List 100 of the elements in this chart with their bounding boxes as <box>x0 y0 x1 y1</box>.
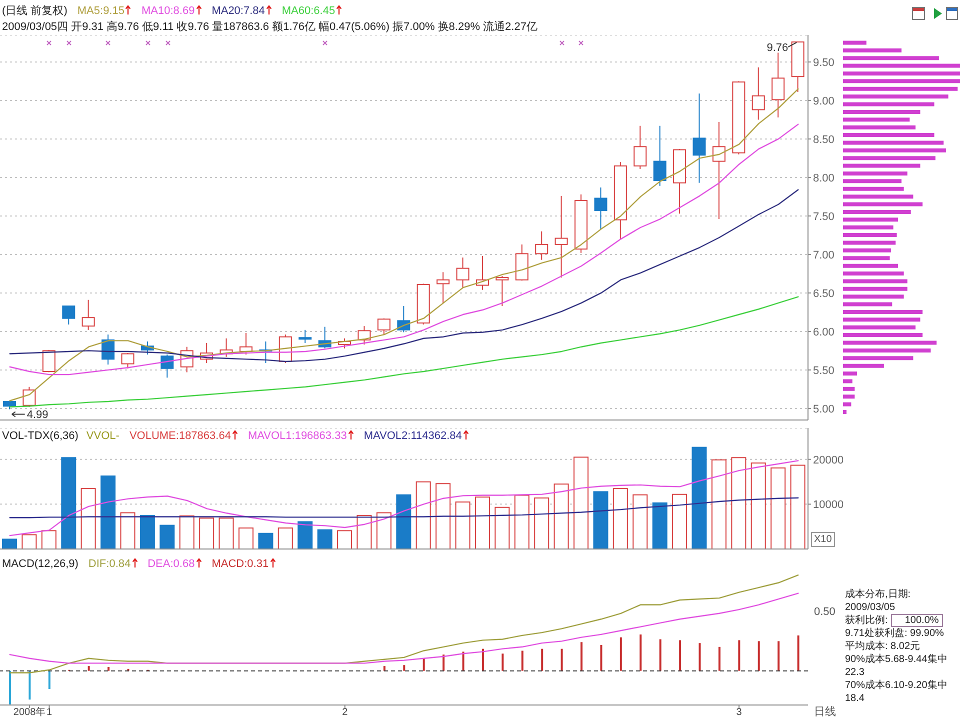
bar <box>843 64 960 68</box>
bar <box>843 202 923 206</box>
bar <box>843 233 897 238</box>
y-tick-label: 10000 <box>813 499 844 512</box>
bar <box>593 491 608 549</box>
bar <box>541 648 544 671</box>
bar <box>843 318 920 322</box>
bar <box>843 248 891 252</box>
bar <box>711 459 726 549</box>
bar <box>28 670 31 700</box>
text: 获利比例: <box>845 615 888 626</box>
bar <box>514 494 530 549</box>
bar <box>317 529 332 549</box>
value-field: 100.0% <box>890 614 943 627</box>
bar <box>843 133 934 138</box>
bar <box>843 186 904 191</box>
bar <box>612 488 628 549</box>
candlestick <box>535 230 548 260</box>
line-series <box>9 497 799 518</box>
bar <box>376 512 392 549</box>
bar <box>843 210 911 214</box>
text: MACD:0.31 <box>212 558 269 570</box>
bar <box>843 272 904 276</box>
bar <box>383 666 386 671</box>
y-tick-label: 6.50 <box>813 288 834 300</box>
bar <box>455 501 470 549</box>
candlestick <box>82 299 95 330</box>
candlestick <box>712 122 726 220</box>
bar <box>698 643 701 671</box>
bar <box>843 394 855 399</box>
chart-subtitle: 2009/03/05四 开9.31 高9.76 低9.11 收9.76 量187863.6 额1.76亿 幅0.47(5.06%) 振7.00% 换8.29% 流通2.27亿 <box>2 20 538 34</box>
text: MAVOL2:114362.84 <box>364 430 462 442</box>
bar <box>554 484 569 549</box>
y-axis-title: X10 <box>811 532 835 547</box>
text: 9.71处获利盘: 99.90% <box>845 627 945 640</box>
bar <box>22 534 37 549</box>
bar <box>843 325 916 330</box>
bar <box>790 464 806 549</box>
chart-title: MACD(12,26,9) <box>2 557 78 571</box>
bar <box>843 86 958 91</box>
text: 0.50 <box>814 606 836 619</box>
bar <box>356 514 372 549</box>
bar <box>758 641 760 671</box>
bar <box>797 635 800 671</box>
bar <box>843 310 923 314</box>
bar <box>843 294 904 299</box>
bar <box>843 140 944 145</box>
bar <box>672 494 688 549</box>
bar <box>580 642 583 671</box>
bar <box>843 164 920 168</box>
text: 日线 <box>814 706 836 719</box>
y-tick-label: 5.50 <box>813 364 834 377</box>
bar <box>521 650 524 671</box>
bar <box>843 94 948 99</box>
bar <box>843 356 914 360</box>
bar <box>843 279 908 284</box>
bar <box>843 379 852 384</box>
text: DEA:0.68 <box>148 558 195 570</box>
chart-title: VOL-TDX(6,36) <box>2 429 78 443</box>
bar <box>843 194 914 199</box>
bar <box>843 102 934 106</box>
bar <box>416 481 431 549</box>
bar <box>652 502 668 549</box>
bar <box>41 530 56 549</box>
bar <box>843 364 884 368</box>
text: MA10:8.69 <box>141 5 195 17</box>
bar <box>436 483 451 549</box>
candlestick <box>692 93 706 184</box>
candlestick <box>752 66 765 120</box>
y-tick-label: 9.00 <box>813 95 834 108</box>
y-tick-label: 8.00 <box>813 172 834 184</box>
bar <box>632 494 648 549</box>
bar <box>9 670 11 704</box>
bar <box>640 634 642 671</box>
bar <box>298 521 313 549</box>
bar <box>843 402 852 406</box>
bar <box>843 410 847 414</box>
bar <box>160 524 175 549</box>
bar <box>843 333 923 338</box>
bar <box>738 640 740 671</box>
bar <box>474 496 490 549</box>
line-series <box>9 460 799 536</box>
bar <box>750 462 766 549</box>
bar <box>692 446 707 549</box>
bar <box>462 652 464 671</box>
text: MAVOL1:196863.33 <box>248 430 347 442</box>
text: 70%成本6.10-9.20集中18.4 <box>845 679 948 705</box>
bar <box>843 79 960 84</box>
bar <box>61 457 76 549</box>
bar <box>80 488 96 549</box>
bar <box>843 71 960 76</box>
bar <box>843 256 890 260</box>
bar <box>560 648 563 671</box>
text: VOLUME:187863.64 <box>129 430 231 442</box>
bar <box>679 640 682 671</box>
bar <box>718 646 720 671</box>
y-tick-label: 20000 <box>813 454 844 466</box>
text: DIF:0.84 <box>88 558 131 570</box>
bar <box>843 340 937 345</box>
bar <box>843 118 910 122</box>
